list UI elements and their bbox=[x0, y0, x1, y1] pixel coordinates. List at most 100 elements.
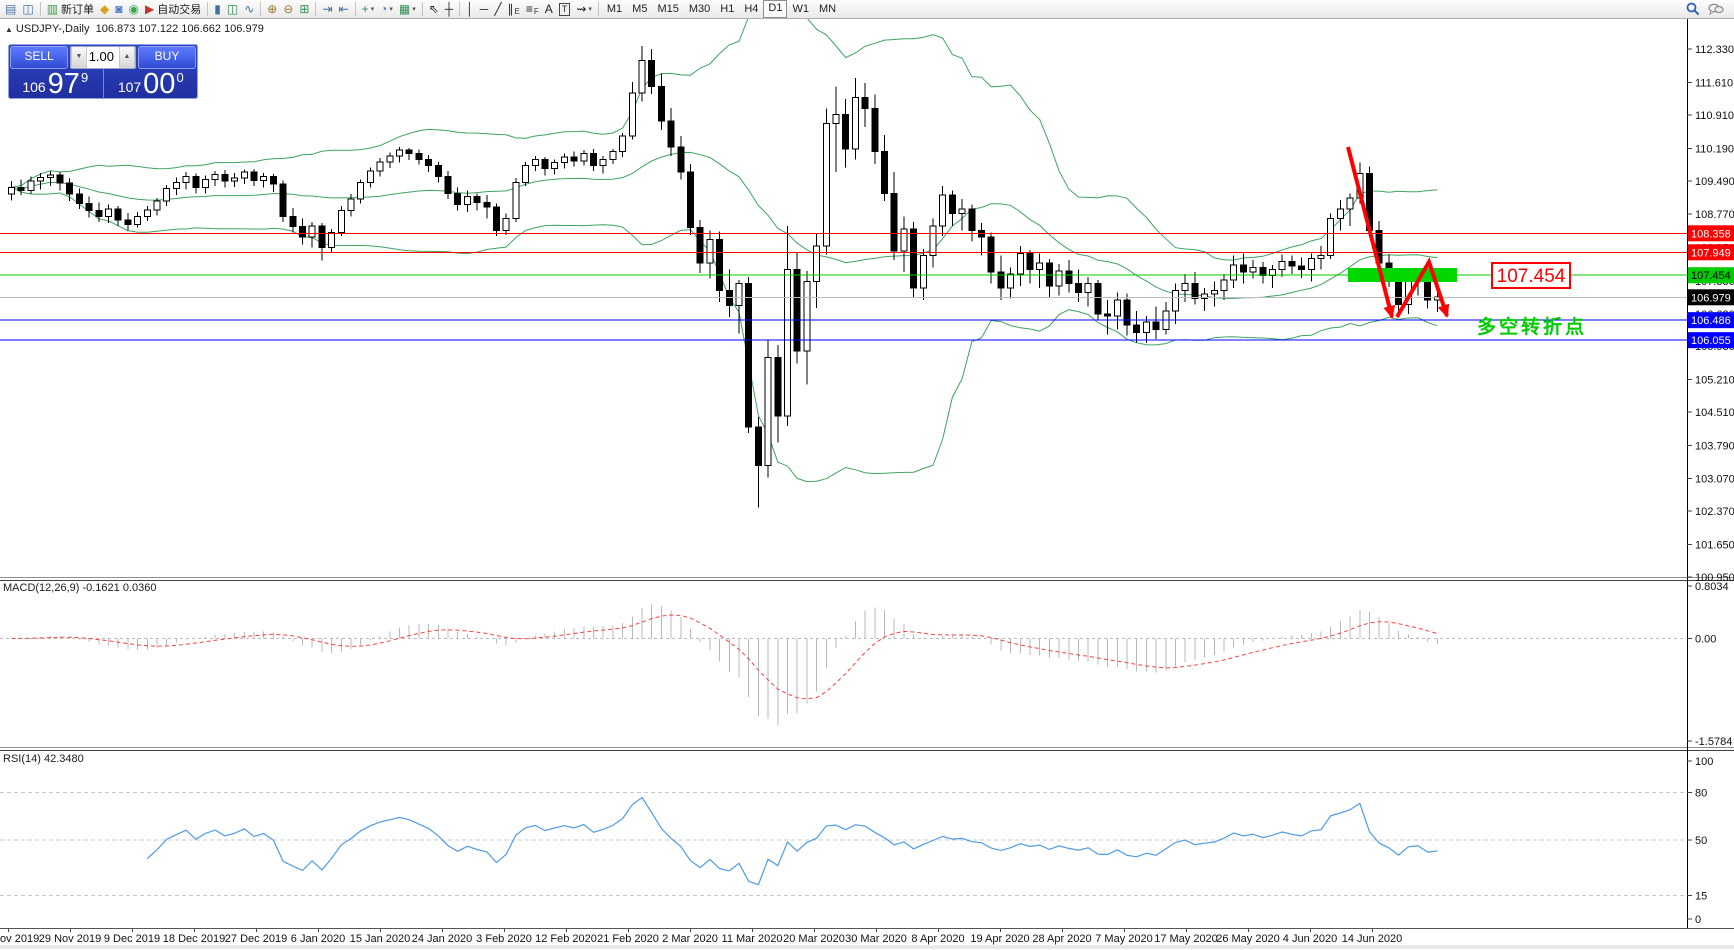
date-tick-label: 30 Mar 2020 bbox=[845, 933, 907, 945]
macd-signal-line bbox=[11, 614, 1438, 700]
text-label-icon[interactable]: T bbox=[556, 1, 574, 17]
text-label-icon: T bbox=[558, 2, 571, 16]
vertical-line-icon[interactable]: │ bbox=[463, 1, 477, 17]
date-tick-label: 7 May 2020 bbox=[1095, 933, 1153, 945]
arrows-icon-caret[interactable]: ▾ bbox=[588, 6, 592, 13]
trendline-icon[interactable]: ╱ bbox=[491, 1, 504, 17]
buy-price-main: 00 bbox=[143, 68, 176, 99]
axis-tick-label: 110.910 bbox=[1695, 110, 1734, 122]
support-highlight-rectangle[interactable] bbox=[1348, 268, 1457, 282]
tile-windows-icon[interactable]: ⊞ bbox=[296, 1, 312, 17]
zoom-out-icon: ⊖ bbox=[283, 2, 294, 16]
ohlc-values: 106.873 107.122 106.662 106.979 bbox=[95, 23, 264, 35]
search-icon[interactable] bbox=[1686, 2, 1700, 16]
timeframe-button-h4[interactable]: H4 bbox=[744, 3, 759, 15]
vertical-line-icon: │ bbox=[466, 2, 474, 16]
time-axis-tick bbox=[256, 929, 257, 932]
auto-scroll-icon[interactable]: ⇥ bbox=[319, 1, 335, 17]
template-button[interactable]: ▦ ▾ bbox=[396, 1, 419, 17]
axis-tick-label: 102.370 bbox=[1695, 506, 1734, 518]
fibonacci-icon[interactable]: ≡ F bbox=[523, 1, 542, 17]
time-axis-tick bbox=[1062, 929, 1063, 932]
market-watch-icon[interactable]: ▤ bbox=[2, 1, 19, 17]
candlestick-series bbox=[8, 45, 1441, 508]
new-order-button[interactable]: ▥ 新订单 bbox=[44, 1, 97, 17]
chart-canvas[interactable]: 107.454 多空转折点 112.330 111.610 110.910 110.190… bbox=[0, 19, 1734, 949]
terminal-icon[interactable]: ◙ bbox=[112, 1, 125, 17]
sell-button[interactable]: SELL bbox=[10, 46, 68, 69]
time-axis-tick bbox=[752, 929, 753, 932]
axis-tick-label: 108.770 bbox=[1695, 209, 1734, 221]
signals-icon[interactable]: ◉ bbox=[126, 1, 142, 17]
text-icon[interactable]: A bbox=[542, 1, 556, 17]
volume-increase-button[interactable]: ▲ bbox=[119, 47, 135, 68]
axis-tick-label: 80 bbox=[1695, 788, 1707, 800]
zoom-in-icon[interactable]: ⊕ bbox=[264, 1, 280, 17]
periods-button[interactable]: ◔ ▾ bbox=[377, 1, 396, 17]
zigzag-arrow[interactable] bbox=[1395, 257, 1450, 319]
buy-price[interactable]: 107 00 0 bbox=[102, 68, 199, 99]
date-tick-label: 12 Feb 2020 bbox=[535, 933, 597, 945]
date-tick-label: 19 Apr 2020 bbox=[970, 933, 1030, 945]
candlestick-chart-icon[interactable]: ◫ bbox=[224, 1, 241, 17]
timeframe-button-d1[interactable]: D1 bbox=[763, 0, 788, 18]
chart-window[interactable]: 107.454 多空转折点 112.330 111.610 110.910 110.190… bbox=[0, 19, 1734, 950]
volume-decrease-button[interactable]: ▼ bbox=[71, 47, 87, 68]
one-click-collapse-icon[interactable]: ▲ bbox=[5, 25, 13, 34]
panel-separators[interactable] bbox=[0, 577, 1734, 751]
autotrading-button[interactable]: ▶ 自动交易 bbox=[142, 1, 204, 17]
date-tick-label: 2 Mar 2020 bbox=[662, 933, 718, 945]
time-axis-tick bbox=[194, 929, 195, 932]
add-indicator-button[interactable]: + ▾ bbox=[359, 1, 378, 17]
rsi-line bbox=[146, 796, 1438, 886]
time-axis-tick bbox=[504, 929, 505, 932]
downtrend-arrow[interactable] bbox=[1346, 146, 1396, 319]
time-axis-tick bbox=[628, 929, 629, 932]
sell-price-main: 97 bbox=[47, 68, 80, 99]
chat-icon[interactable] bbox=[1708, 3, 1724, 16]
zoom-out-icon[interactable]: ⊖ bbox=[280, 1, 296, 17]
channel-icon[interactable]: ∥ E bbox=[505, 1, 523, 17]
chart-shift-icon[interactable]: ⇤ bbox=[336, 1, 352, 17]
time-axis-tick bbox=[318, 929, 319, 932]
timeframe-button-m1[interactable]: M1 bbox=[606, 3, 623, 15]
sell-price[interactable]: 106 97 9 bbox=[8, 69, 103, 99]
date-tick-label: 20 Nov 2019 bbox=[0, 933, 40, 945]
price-callout-box[interactable] bbox=[1491, 262, 1571, 289]
fibonacci-icon: ≡ bbox=[525, 2, 533, 16]
data-window-icon[interactable]: ◫ bbox=[19, 1, 36, 17]
horizontal-line-icon[interactable]: ─ bbox=[477, 1, 492, 17]
toolbar-separator bbox=[421, 2, 423, 16]
metaeditor-icon[interactable]: ◆ bbox=[97, 1, 112, 17]
horizontal-line-icon: ─ bbox=[479, 2, 489, 16]
crosshair-icon[interactable]: ┼ bbox=[442, 1, 457, 17]
price-axis[interactable]: 112.330 111.610 110.910 110.190 109.490 108.7… bbox=[1687, 19, 1734, 928]
arrows-icon[interactable]: ⇝ ▾ bbox=[573, 1, 595, 17]
price-badge-text: 108.358 bbox=[1691, 228, 1731, 240]
volume-value[interactable]: 1.00 bbox=[88, 49, 114, 64]
add-indicator-button-caret[interactable]: ▾ bbox=[370, 6, 375, 13]
line-chart-icon[interactable]: ∿ bbox=[241, 1, 257, 17]
date-tick-label: 8 Apr 2020 bbox=[911, 933, 965, 945]
axis-tick-label: 50 bbox=[1695, 835, 1707, 847]
timeframe-button-h1[interactable]: H1 bbox=[720, 3, 735, 15]
bar-chart-icon[interactable]: ▮ bbox=[211, 1, 224, 17]
channel-icon-sub: E bbox=[514, 7, 520, 16]
pivot-note-text[interactable]: 多空转折点 bbox=[1477, 315, 1587, 338]
price-badge-107.454 bbox=[1688, 267, 1734, 284]
timeframe-button-w1[interactable]: W1 bbox=[792, 3, 809, 15]
template-button-caret[interactable]: ▾ bbox=[412, 6, 416, 13]
timeframe-button-m5[interactable]: M5 bbox=[632, 3, 648, 15]
cursor-icon[interactable]: ⇖ bbox=[426, 1, 442, 17]
axis-tick-label: 100 bbox=[1695, 756, 1713, 768]
time-axis-tick bbox=[690, 929, 691, 932]
buy-button[interactable]: BUY bbox=[138, 46, 196, 69]
timeframe-button-m15[interactable]: M15 bbox=[657, 3, 679, 15]
timeframe-button-m30[interactable]: M30 bbox=[688, 3, 711, 15]
periods-button-caret[interactable]: ▾ bbox=[389, 6, 393, 13]
axis-tick-label: 0.8034 bbox=[1695, 581, 1729, 593]
date-tick-label: 24 Jan 2020 bbox=[411, 933, 473, 945]
timeframe-button-mn[interactable]: MN bbox=[818, 3, 837, 15]
price-callout-text: 107.454 bbox=[1497, 266, 1566, 287]
